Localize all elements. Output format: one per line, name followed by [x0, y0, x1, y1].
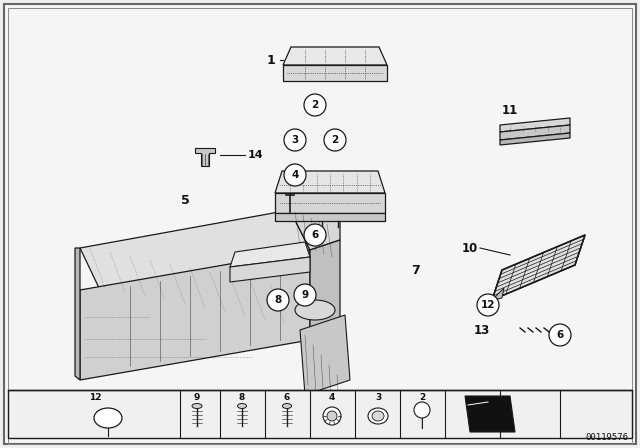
Polygon shape: [290, 200, 340, 250]
Polygon shape: [80, 210, 310, 290]
Circle shape: [477, 294, 499, 316]
Bar: [8, 390, 632, 438]
Polygon shape: [310, 240, 340, 340]
Ellipse shape: [94, 408, 122, 428]
Text: 3: 3: [291, 135, 299, 145]
Polygon shape: [230, 257, 310, 282]
Text: 11: 11: [502, 103, 518, 116]
Polygon shape: [283, 47, 387, 65]
Polygon shape: [275, 193, 385, 213]
Ellipse shape: [192, 404, 202, 409]
Circle shape: [324, 129, 346, 151]
Circle shape: [284, 129, 306, 151]
Circle shape: [304, 224, 326, 246]
Text: 2: 2: [419, 393, 425, 402]
Circle shape: [267, 289, 289, 311]
Text: 2: 2: [312, 100, 319, 110]
Text: 7: 7: [411, 263, 419, 276]
Circle shape: [284, 164, 306, 186]
Text: 2: 2: [332, 135, 339, 145]
Ellipse shape: [295, 300, 335, 320]
Polygon shape: [465, 396, 515, 432]
Text: 13: 13: [474, 323, 490, 336]
Polygon shape: [75, 248, 80, 380]
Ellipse shape: [237, 404, 246, 409]
Text: 6: 6: [284, 393, 290, 402]
Polygon shape: [492, 235, 585, 300]
Polygon shape: [80, 250, 310, 380]
Text: 6: 6: [556, 330, 564, 340]
Text: 1: 1: [266, 53, 275, 66]
Circle shape: [304, 94, 326, 116]
Text: 6: 6: [312, 230, 319, 240]
Text: 5: 5: [180, 194, 189, 207]
Circle shape: [414, 402, 430, 418]
Polygon shape: [283, 65, 387, 81]
Text: 8: 8: [275, 295, 282, 305]
Polygon shape: [195, 148, 215, 166]
Text: 12: 12: [481, 300, 495, 310]
Text: 3: 3: [375, 393, 381, 402]
Text: 8: 8: [239, 393, 245, 402]
Polygon shape: [500, 118, 570, 132]
Ellipse shape: [368, 408, 388, 424]
Polygon shape: [492, 288, 504, 300]
Ellipse shape: [282, 404, 291, 409]
Polygon shape: [300, 315, 350, 395]
Polygon shape: [230, 242, 310, 267]
Text: 00119576: 00119576: [585, 433, 628, 442]
Polygon shape: [500, 133, 570, 145]
Text: 9: 9: [194, 393, 200, 402]
Polygon shape: [275, 213, 385, 221]
Text: 4: 4: [329, 393, 335, 402]
Ellipse shape: [372, 411, 384, 421]
Text: 12: 12: [89, 393, 101, 402]
Text: 10: 10: [461, 241, 478, 254]
Text: 14: 14: [248, 150, 264, 160]
Ellipse shape: [327, 411, 337, 421]
Ellipse shape: [323, 407, 341, 425]
Circle shape: [549, 324, 571, 346]
Polygon shape: [500, 125, 570, 140]
Text: 9: 9: [301, 290, 308, 300]
Text: 4: 4: [291, 170, 299, 180]
Circle shape: [294, 284, 316, 306]
Polygon shape: [275, 171, 385, 193]
